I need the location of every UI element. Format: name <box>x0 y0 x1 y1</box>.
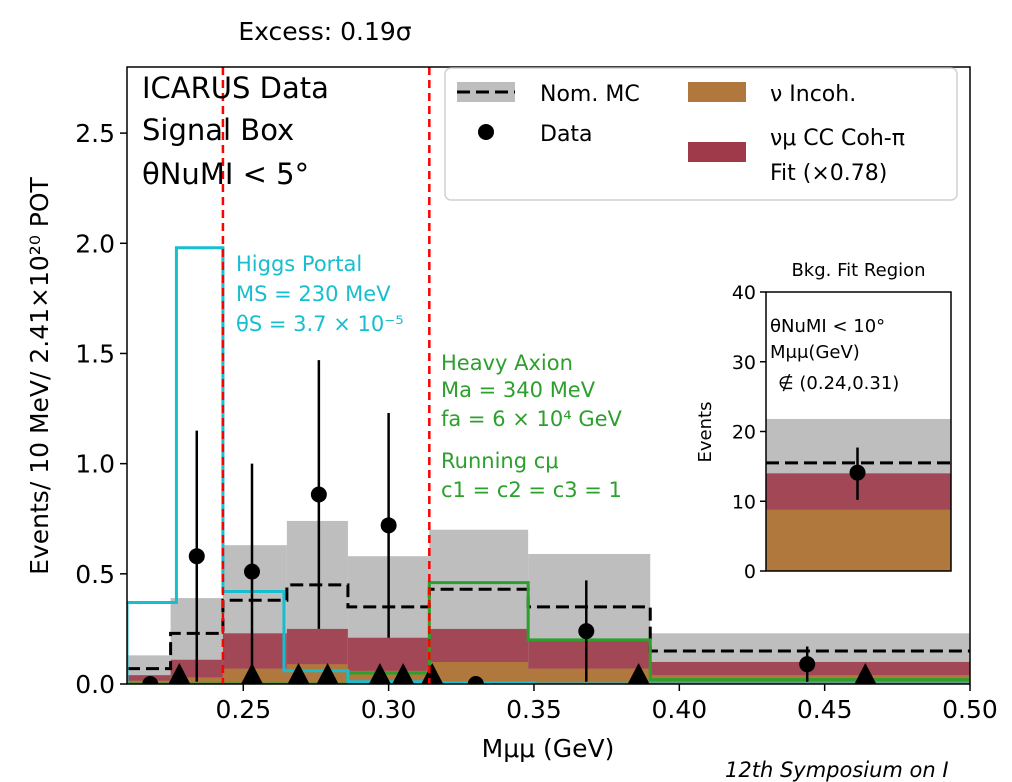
data-point <box>188 548 205 565</box>
higgs-portal-line <box>127 246 970 684</box>
inset-y-tick-label: 0 <box>744 561 756 583</box>
data-point <box>799 656 816 673</box>
y-axis-label: Events/ 10 MeV/ 2.41×10²⁰ POT <box>25 176 54 574</box>
legend-label-fit-scale: Fit (×0.78) <box>770 161 887 186</box>
triangle-marker <box>368 663 391 684</box>
plot-area <box>127 246 970 684</box>
inset-text-var: Mμμ(GeV) <box>770 342 860 363</box>
legend-label-data: Data <box>540 122 593 147</box>
legend-swatch-incoherent <box>688 82 746 102</box>
inset-y-axis-label: Events <box>695 402 716 463</box>
inset-title: Bkg. Fit Region <box>791 260 925 281</box>
triangle-marker <box>627 663 650 684</box>
heavy-axion-label: fa = 6 × 10⁴ GeV <box>441 407 623 431</box>
inset-y-tick-label: 40 <box>732 282 756 304</box>
x-tick-label: 0.35 <box>506 695 562 724</box>
y-tick-label: 0.5 <box>75 560 115 589</box>
plot-frame <box>126 66 971 685</box>
data-point <box>380 517 397 534</box>
x-tick-label: 0.25 <box>215 695 271 724</box>
data-point <box>243 563 260 580</box>
data-point <box>142 676 159 684</box>
footer-text: 12th Symposium on I <box>725 758 949 782</box>
data-point <box>578 623 595 640</box>
excess-label: Excess: 0.19σ <box>238 17 411 46</box>
legend-swatch-coh-pi <box>688 142 746 162</box>
y-tick-label: 1.5 <box>75 339 115 368</box>
inset-data-point <box>849 464 866 481</box>
data-point <box>310 486 327 503</box>
corner-text-subtitle: Signal Box <box>142 113 294 147</box>
y-tick-label: 0.0 <box>75 670 115 699</box>
higgs-portal-label: MS = 230 MeV <box>236 282 391 306</box>
higgs-portal-label: Higgs Portal <box>236 252 362 276</box>
corner-text-cut: θNuMI < 5° <box>142 157 309 191</box>
x-tick-label: 0.30 <box>361 695 417 724</box>
legend-label-coh-pi: νμ CC Coh-π <box>770 126 905 151</box>
legend-label-nominal-mc: Nom. MC <box>540 82 640 107</box>
higgs-portal-label: θS = 3.7 × 10⁻⁵ <box>236 312 404 336</box>
corner-text-title: ICARUS Data <box>142 71 329 105</box>
legend-label-incoherent: ν Incoh. <box>770 82 856 107</box>
legend-swatch-data <box>478 124 494 140</box>
heavy-axion-label: Ma = 340 MeV <box>441 378 596 402</box>
triangle-marker <box>421 663 444 684</box>
incoherent-bar <box>429 661 529 684</box>
inset-y-tick-label: 20 <box>732 422 756 444</box>
heavy-axion-label: c1 = c2 = c3 = 1 <box>441 478 622 502</box>
y-tick-label: 2.0 <box>75 229 115 258</box>
x-tick-label: 0.40 <box>651 695 707 724</box>
inset-incoherent-bar <box>766 509 951 571</box>
triangle-marker <box>392 663 415 684</box>
triangle-marker <box>316 663 339 684</box>
y-tick-label: 1.0 <box>75 450 115 479</box>
inset-text-window: ∉ (0.24,0.31) <box>778 373 899 394</box>
inset-text-cut: θNuMI < 10° <box>770 316 885 337</box>
triangle-marker <box>240 663 263 684</box>
data-point <box>467 676 484 684</box>
y-tick-label: 2.5 <box>75 119 115 148</box>
heavy-axion-label: Heavy Axion <box>441 351 573 375</box>
incoherent-bar <box>528 668 651 684</box>
triangle-marker <box>168 663 191 684</box>
triangle-marker <box>287 663 310 684</box>
triangle-marker <box>854 663 877 684</box>
x-tick-label: 0.50 <box>942 695 998 724</box>
inset-y-tick-label: 30 <box>732 352 756 374</box>
heavy-axion-label: Running cμ <box>441 449 559 473</box>
x-axis-label: Mμμ (GeV) <box>482 734 615 763</box>
inset-y-tick-label: 10 <box>732 491 756 513</box>
legend-box <box>444 67 958 201</box>
x-tick-label: 0.45 <box>797 695 853 724</box>
